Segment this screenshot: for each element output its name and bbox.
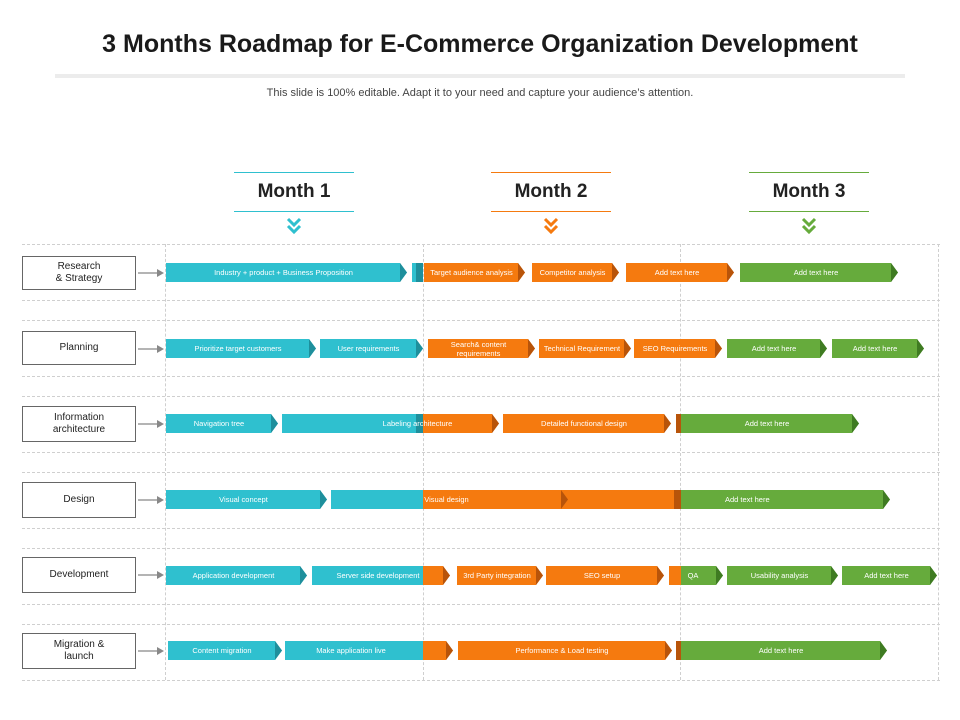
grid-line — [22, 244, 940, 245]
grid-line — [423, 244, 424, 680]
row-label-information-architecture: Information architecture — [22, 406, 136, 442]
page-subtitle: This slide is 100% editable. Adapt it to… — [266, 87, 694, 99]
row-label-research-strategy: Research & Strategy — [22, 256, 136, 290]
row-label-migration-launch: Migration & launch — [22, 633, 136, 669]
task-bar-continuation — [423, 490, 568, 509]
grid-line — [22, 472, 940, 473]
task-bar: 3rd Party integration — [457, 566, 543, 585]
grid-line — [22, 396, 940, 397]
grid-line — [938, 244, 939, 680]
month-3-chevron-icon — [801, 217, 817, 235]
task-bar: Performance & Load testing — [458, 641, 672, 660]
task-bar: Add text here — [832, 339, 924, 358]
task-bar: Competitor analysis — [532, 263, 619, 282]
task-bar-continuation — [423, 641, 453, 660]
task-bar: Detailed functional design — [503, 414, 671, 433]
connector-arrow-icon — [138, 269, 164, 277]
grid-line — [22, 300, 940, 301]
connector-arrow-icon — [138, 345, 164, 353]
grid-line — [22, 680, 940, 681]
month-2-chevron-icon — [543, 217, 559, 235]
grid-line — [680, 244, 681, 680]
task-bar-label: Visual design — [424, 495, 469, 504]
title-divider — [55, 74, 905, 78]
task-bar: Add text here — [681, 641, 887, 660]
grid-line — [22, 604, 940, 605]
task-bar-continuation — [331, 490, 423, 509]
task-bar: User requirements — [320, 339, 423, 358]
task-bar: Add text here — [681, 414, 859, 433]
task-bar: Application development — [166, 566, 307, 585]
task-bar: Make application live — [285, 641, 423, 660]
grid-line — [22, 320, 940, 321]
grid-line — [22, 548, 940, 549]
task-bar-continuation — [571, 490, 681, 509]
row-label-planning: Planning — [22, 331, 136, 365]
month-1-chevron-icon — [286, 217, 302, 235]
task-bar: Usability analysis — [727, 566, 838, 585]
task-bar: Labeling architecture — [342, 414, 499, 433]
month-2-header: Month 2 — [491, 172, 611, 212]
task-bar: Visual concept — [166, 490, 327, 509]
grid-line — [22, 452, 940, 453]
connector-arrow-icon — [138, 496, 164, 504]
task-bar: Add text here — [727, 339, 827, 358]
task-bar-continuation — [676, 641, 681, 660]
month-3-header: Month 3 — [749, 172, 869, 212]
task-bar: SEO Requirements — [634, 339, 722, 358]
task-bar: Server side development — [312, 566, 450, 585]
task-bar: QA — [669, 566, 723, 585]
task-bar-continuation — [676, 414, 681, 433]
grid-line — [22, 376, 940, 377]
task-bar-continuation — [412, 263, 423, 282]
page-title: 3 Months Roadmap for E-Commerce Organiza… — [102, 30, 858, 58]
task-bar: Prioritize target customers — [166, 339, 316, 358]
task-bar: Content migration — [168, 641, 282, 660]
connector-arrow-icon — [138, 571, 164, 579]
task-bar: Navigation tree — [166, 414, 278, 433]
row-label-design: Design — [22, 482, 136, 518]
row-label-development: Development — [22, 557, 136, 593]
task-bar: Add text here — [681, 490, 890, 509]
task-bar: Technical Requirement — [539, 339, 631, 358]
grid-line — [22, 624, 940, 625]
grid-line — [165, 244, 166, 680]
task-bar: Target audience analysis — [424, 263, 525, 282]
month-1-header: Month 1 — [234, 172, 354, 212]
task-bar: Industry + product + Business Propositio… — [166, 263, 407, 282]
connector-arrow-icon — [138, 420, 164, 428]
task-bar: Add text here — [740, 263, 898, 282]
task-bar: Search& content requirements — [428, 339, 535, 358]
task-bar: Add text here — [626, 263, 734, 282]
grid-line — [22, 528, 940, 529]
connector-arrow-icon — [138, 647, 164, 655]
task-bar: SEO setup — [546, 566, 664, 585]
task-bar: Add text here — [842, 566, 937, 585]
